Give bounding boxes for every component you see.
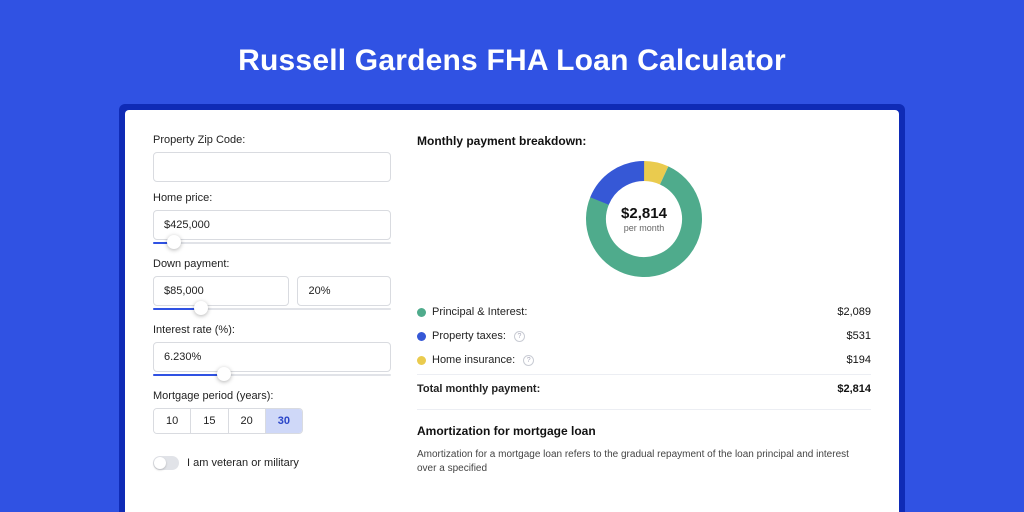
breakdown-title: Monthly payment breakdown:	[417, 134, 871, 148]
period-btn-20[interactable]: 20	[229, 409, 266, 433]
legend-row: Home insurance:? $194	[417, 348, 871, 372]
home-price-slider[interactable]	[153, 240, 391, 248]
payment-donut-chart: $2,814 per month	[583, 158, 705, 280]
donut-sub: per month	[624, 223, 665, 233]
amortization-section: Amortization for mortgage loan Amortizat…	[417, 409, 871, 476]
legend-row: Principal & Interest: $2,089	[417, 300, 871, 324]
home-price-input[interactable]	[153, 210, 391, 240]
results-panel: Monthly payment breakdown: $2,814 per mo…	[417, 134, 871, 512]
donut-amount: $2,814	[621, 205, 667, 222]
legend-dot	[417, 332, 426, 341]
legend-total-label: Total monthly payment:	[417, 383, 540, 395]
interest-rate-input[interactable]	[153, 342, 391, 372]
calculator-shell: Property Zip Code: Home price: Down paym…	[119, 104, 905, 512]
page-root: Russell Gardens FHA Loan Calculator Prop…	[0, 0, 1024, 512]
info-icon[interactable]: ?	[514, 331, 525, 342]
legend-row: Property taxes:? $531	[417, 324, 871, 348]
interest-rate-slider-thumb[interactable]	[217, 367, 231, 381]
veteran-label: I am veteran or military	[187, 457, 299, 469]
veteran-row: I am veteran or military	[153, 456, 391, 470]
down-payment-slider-thumb[interactable]	[194, 301, 208, 315]
legend-dot	[417, 356, 426, 365]
donut-wrap: $2,814 per month	[417, 152, 871, 288]
down-payment-label: Down payment:	[153, 258, 391, 270]
legend-total-row: Total monthly payment: $2,814	[417, 374, 871, 401]
legend-dot	[417, 308, 426, 317]
mortgage-period-group: 10152030	[153, 408, 303, 434]
mortgage-period-label: Mortgage period (years):	[153, 390, 391, 402]
zip-input[interactable]	[153, 152, 391, 182]
down-payment-row	[153, 276, 391, 306]
veteran-toggle[interactable]	[153, 456, 179, 470]
legend-label: Home insurance:	[432, 354, 515, 366]
toggle-knob	[154, 457, 166, 469]
home-price-slider-thumb[interactable]	[167, 235, 181, 249]
legend-label: Property taxes:	[432, 330, 506, 342]
interest-rate-label: Interest rate (%):	[153, 324, 391, 336]
amortization-desc: Amortization for a mortgage loan refers …	[417, 448, 871, 476]
down-payment-amount-input[interactable]	[153, 276, 289, 306]
info-icon[interactable]: ?	[523, 355, 534, 366]
home-price-label: Home price:	[153, 192, 391, 204]
legend-total-value: $2,814	[837, 383, 871, 395]
legend-value: $531	[847, 330, 871, 342]
legend-value: $194	[847, 354, 871, 366]
period-btn-15[interactable]: 15	[191, 409, 228, 433]
legend-value: $2,089	[837, 306, 871, 318]
breakdown-legend: Principal & Interest: $2,089 Property taxe…	[417, 300, 871, 401]
donut-center: $2,814 per month	[583, 158, 705, 280]
page-title: Russell Gardens FHA Loan Calculator	[238, 44, 786, 78]
calculator-card: Property Zip Code: Home price: Down paym…	[125, 110, 899, 512]
legend-label: Principal & Interest:	[432, 306, 527, 318]
period-btn-30[interactable]: 30	[266, 409, 302, 433]
amortization-title: Amortization for mortgage loan	[417, 424, 871, 438]
down-payment-percent-input[interactable]	[297, 276, 391, 306]
inputs-panel: Property Zip Code: Home price: Down paym…	[153, 134, 391, 512]
zip-label: Property Zip Code:	[153, 134, 391, 146]
down-payment-slider[interactable]	[153, 306, 391, 314]
period-btn-10[interactable]: 10	[154, 409, 191, 433]
interest-rate-slider[interactable]	[153, 372, 391, 380]
